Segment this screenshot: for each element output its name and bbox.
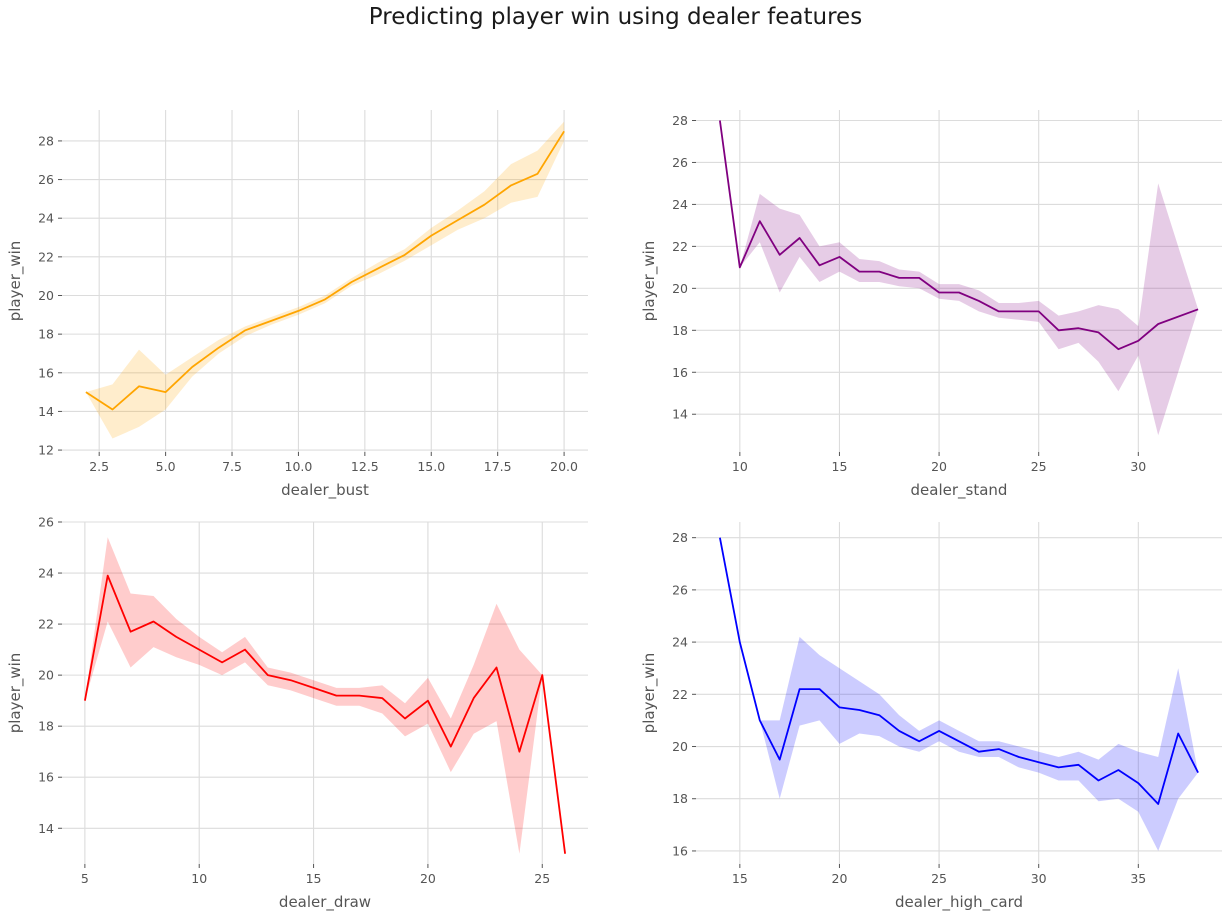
x-tick-label: 30 [1130,459,1146,474]
y-tick-label: 22 [672,239,688,254]
y-tick-label: 28 [672,113,688,128]
y-tick-label: 28 [38,133,54,148]
y-tick-label: 26 [672,155,688,170]
y-tick-label: 12 [38,443,54,458]
y-tick-label: 26 [38,172,54,187]
x-axis-label: dealer_bust [281,481,369,500]
subplot-3: 5 10 15 20 25 14 16 18 20 22 24 26 dealer_draw player… [6,515,588,912]
x-tick-label: 25 [1031,459,1047,474]
y-tick-label: 24 [38,566,54,581]
x-tick-label: 7.5 [222,459,242,474]
y-tick-label: 14 [38,404,54,419]
y-tick-label: 24 [672,197,688,212]
y-tick-label: 22 [38,617,54,632]
x-tick-label: 25 [534,871,550,886]
y-tick-label: 26 [672,582,688,597]
y-tick-label: 18 [672,323,688,338]
y-tick-label: 20 [672,739,688,754]
subplot-2: 10 15 20 25 30 14 16 18 20 22 24 26 28 dealer_stand pl… [640,110,1222,500]
x-tick-label: 10 [191,871,207,886]
figure-title: Predicting player win using dealer featu… [368,4,863,30]
confidence-band [85,121,565,439]
series-line [719,537,1199,805]
y-axis-label: player_win [6,241,25,322]
x-axis-label: dealer_draw [279,893,371,912]
y-tick-label: 18 [38,327,54,342]
y-tick-label: 20 [38,288,54,303]
x-tick-label: 20 [931,459,947,474]
y-tick-label: 22 [672,687,688,702]
x-tick-label: 10 [732,459,748,474]
x-tick-label: 5 [81,871,89,886]
series-line [84,574,566,854]
y-tick-label: 20 [38,668,54,683]
y-axis-label: player_win [640,653,659,734]
confidence-band [719,120,1199,436]
x-tick-label: 10.0 [285,459,313,474]
y-tick-label: 26 [38,515,54,530]
x-tick-label: 17.5 [484,459,512,474]
y-tick-label: 24 [38,211,54,226]
y-tick-label: 16 [38,365,54,380]
x-tick-label: 20 [832,871,848,886]
x-tick-label: 35 [1130,871,1146,886]
y-axis-label: player_win [640,241,659,322]
series-line [85,130,565,411]
x-tick-label: 15 [732,871,748,886]
x-tick-label: 5.0 [156,459,176,474]
y-tick-label: 24 [672,635,688,650]
y-tick-label: 16 [672,365,688,380]
x-tick-label: 20.0 [550,459,578,474]
y-tick-label: 18 [672,791,688,806]
x-tick-label: 30 [1031,871,1047,886]
x-tick-label: 15 [832,459,848,474]
y-tick-label: 16 [672,843,688,858]
x-axis-label: dealer_stand [911,481,1008,500]
x-tick-label: 15.0 [417,459,445,474]
confidence-band [84,537,566,854]
y-tick-label: 14 [672,407,688,422]
x-tick-label: 25 [931,871,947,886]
x-tick-label: 20 [420,871,436,886]
subplot-4: 15 20 25 30 35 16 18 20 22 24 26 28 dealer_high_card… [640,522,1222,912]
x-tick-label: 12.5 [351,459,379,474]
series-line [719,120,1199,351]
subplot-1: 2.5 5.0 7.5 10.0 12.5 15.0 17.5 20.0 12 14 16 18 20 2… [6,110,588,500]
y-tick-label: 20 [672,281,688,296]
y-axis-label: player_win [6,653,25,734]
confidence-band [719,537,1199,851]
x-tick-label: 2.5 [89,459,109,474]
y-tick-label: 16 [38,770,54,785]
x-axis-label: dealer_high_card [895,893,1023,912]
y-tick-label: 28 [672,530,688,545]
x-tick-label: 15 [306,871,322,886]
y-tick-label: 18 [38,719,54,734]
y-tick-label: 22 [38,249,54,264]
y-tick-label: 14 [38,821,54,836]
